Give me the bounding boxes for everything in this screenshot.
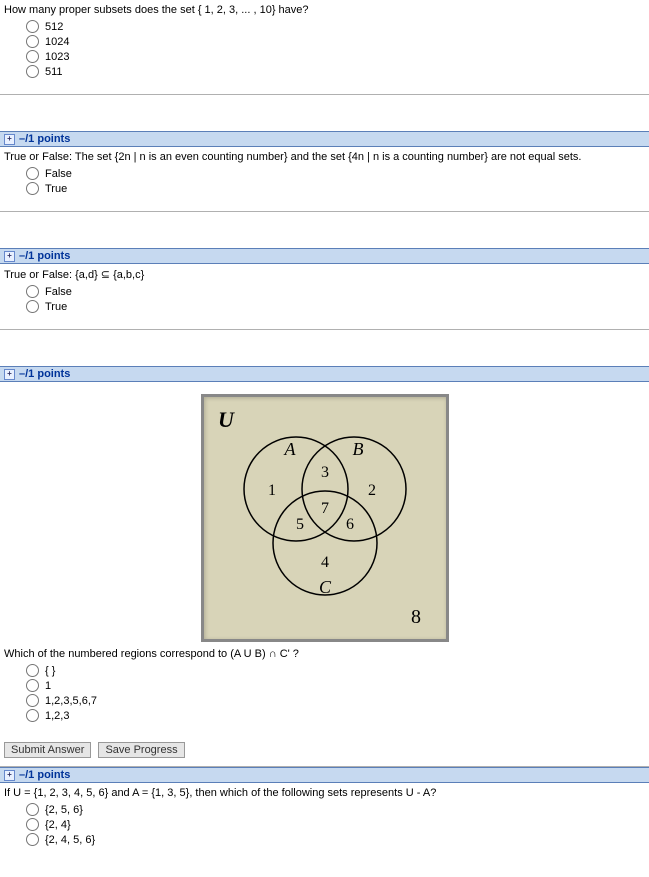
- svg-text:U: U: [218, 407, 235, 432]
- button-row: Submit Answer Save Progress: [4, 742, 649, 758]
- option-row: 511: [26, 65, 645, 78]
- svg-text:C: C: [318, 577, 331, 597]
- option-label: False: [45, 286, 72, 298]
- points-bar: + –/1 points: [0, 366, 649, 382]
- question-5-prompt: If U = {1, 2, 3, 4, 5, 6} and A = {1, 3,…: [4, 787, 645, 799]
- question-2-prompt: True or False: The set {2n | n is an eve…: [4, 151, 645, 163]
- svg-text:4: 4: [321, 554, 329, 571]
- option-radio[interactable]: [26, 694, 39, 707]
- option-row: {2, 5, 6}: [26, 803, 645, 816]
- svg-text:7: 7: [321, 500, 329, 517]
- question-1: How many proper subsets does the set { 1…: [0, 0, 649, 86]
- option-label: 1: [45, 680, 51, 692]
- points-label: –/1 points: [19, 250, 70, 262]
- option-row: False: [26, 285, 645, 298]
- points-label: –/1 points: [19, 769, 70, 781]
- question-3: True or False: {a,d} ⊆ {a,b,c} False True: [0, 264, 649, 321]
- option-radio[interactable]: [26, 20, 39, 33]
- question-4: U A B C 1 2 3 4 5 67 8 Which of the numbered regio…: [0, 382, 649, 730]
- question-2: True or False: The set {2n | n is an eve…: [0, 147, 649, 203]
- option-row: 1,2,3: [26, 709, 645, 722]
- option-label: 512: [45, 21, 63, 33]
- option-label: {2, 4}: [45, 819, 71, 831]
- option-radio[interactable]: [26, 182, 39, 195]
- option-label: 1024: [45, 36, 69, 48]
- option-label: False: [45, 168, 72, 180]
- svg-text:B: B: [352, 439, 363, 459]
- option-row: 1024: [26, 35, 645, 48]
- option-label: {2, 5, 6}: [45, 804, 83, 816]
- option-radio[interactable]: [26, 300, 39, 313]
- option-row: True: [26, 300, 645, 313]
- svg-text:2: 2: [368, 482, 376, 499]
- option-row: 1: [26, 679, 645, 692]
- toggle-icon[interactable]: +: [4, 251, 15, 262]
- option-label: {2, 4, 5, 6}: [45, 834, 95, 846]
- svg-text:3: 3: [321, 464, 329, 481]
- svg-text:5: 5: [296, 516, 304, 533]
- svg-text:8: 8: [411, 606, 421, 628]
- option-radio[interactable]: [26, 664, 39, 677]
- option-row: {2, 4, 5, 6}: [26, 833, 645, 846]
- question-1-prompt: How many proper subsets does the set { 1…: [4, 4, 645, 16]
- option-radio[interactable]: [26, 35, 39, 48]
- points-bar: + –/1 points: [0, 131, 649, 147]
- option-label: 1,2,3: [45, 710, 69, 722]
- svg-text:A: A: [283, 439, 296, 459]
- points-label: –/1 points: [19, 368, 70, 380]
- option-radio[interactable]: [26, 285, 39, 298]
- option-radio[interactable]: [26, 167, 39, 180]
- option-radio[interactable]: [26, 803, 39, 816]
- points-label: –/1 points: [19, 133, 70, 145]
- venn-box: U A B C 1 2 3 4 5 67 8: [201, 394, 449, 642]
- points-bar: + –/1 points: [0, 767, 649, 783]
- submit-answer-button[interactable]: Submit Answer: [4, 742, 91, 758]
- question-4-prompt: Which of the numbered regions correspond…: [4, 648, 645, 660]
- option-label: True: [45, 183, 67, 195]
- toggle-icon[interactable]: +: [4, 369, 15, 380]
- option-row: False: [26, 167, 645, 180]
- option-row: { }: [26, 664, 645, 677]
- option-radio[interactable]: [26, 65, 39, 78]
- points-bar: + –/1 points: [0, 248, 649, 264]
- venn-diagram: U A B C 1 2 3 4 5 67 8: [210, 403, 440, 633]
- venn-container: U A B C 1 2 3 4 5 67 8: [4, 394, 645, 642]
- option-radio[interactable]: [26, 709, 39, 722]
- svg-text:1: 1: [268, 482, 276, 499]
- toggle-icon[interactable]: +: [4, 770, 15, 781]
- save-progress-button[interactable]: Save Progress: [98, 742, 184, 758]
- option-label: 1023: [45, 51, 69, 63]
- spacer: [0, 212, 649, 248]
- spacer: [0, 95, 649, 131]
- option-label: 1,2,3,5,6,7: [45, 695, 97, 707]
- option-row: True: [26, 182, 645, 195]
- option-row: 512: [26, 20, 645, 33]
- option-radio[interactable]: [26, 679, 39, 692]
- option-radio[interactable]: [26, 50, 39, 63]
- option-row: 1,2,3,5,6,7: [26, 694, 645, 707]
- svg-text:6: 6: [346, 516, 354, 533]
- option-label: { }: [45, 665, 55, 677]
- spacer: [0, 330, 649, 366]
- option-row: 1023: [26, 50, 645, 63]
- option-label: True: [45, 301, 67, 313]
- question-3-prompt: True or False: {a,d} ⊆ {a,b,c}: [4, 268, 645, 281]
- option-radio[interactable]: [26, 833, 39, 846]
- question-5: If U = {1, 2, 3, 4, 5, 6} and A = {1, 3,…: [0, 783, 649, 854]
- option-radio[interactable]: [26, 818, 39, 831]
- option-row: {2, 4}: [26, 818, 645, 831]
- toggle-icon[interactable]: +: [4, 134, 15, 145]
- option-label: 511: [45, 66, 63, 78]
